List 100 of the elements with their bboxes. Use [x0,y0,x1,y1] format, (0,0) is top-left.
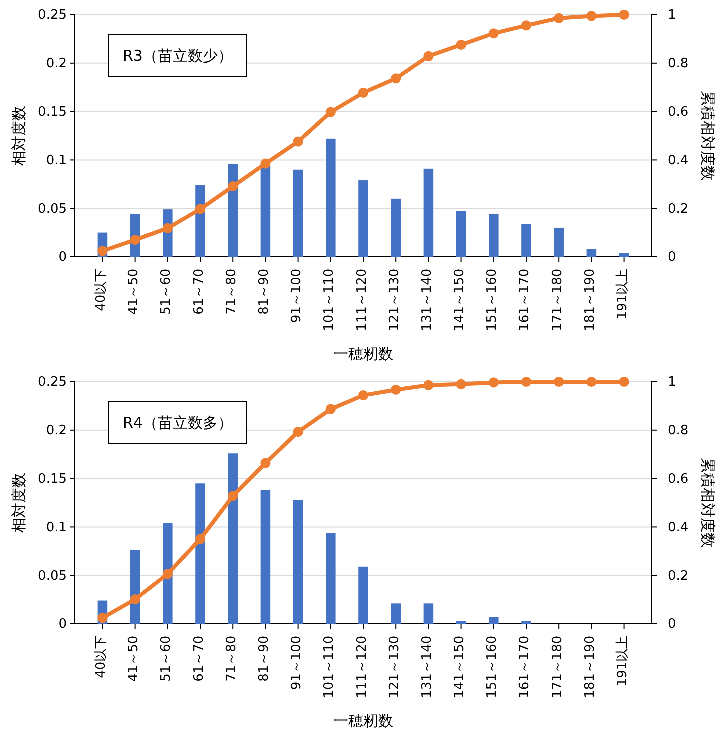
y2-axis-title: 累積相対度数 [699,458,717,548]
point [326,404,336,414]
y2-tick-label: 0.6 [668,472,689,487]
point [195,534,206,544]
y2-tick-label: 0.8 [668,424,689,439]
x-tick-label: 151～160 [485,636,500,698]
y2-tick-label: 0.4 [668,520,689,536]
point [98,613,108,624]
x-tick-label: 171～180 [550,268,566,332]
x-tick-label: 111～120 [354,636,370,698]
x-tick-label: 91～100 [290,636,305,690]
point [586,376,597,388]
y2-tick-label: 0.2 [668,568,689,584]
point [586,11,597,22]
point [130,594,140,605]
y-tick-label: 0 [58,617,67,632]
y-tick-label: 0.25 [38,8,67,24]
point [358,390,369,401]
y-tick-label: 0.15 [38,472,67,487]
y-tick-label: 0.2 [46,424,67,439]
x-tick-label: 81～90 [256,636,272,682]
x-axis-title: 一穂籾数 [334,345,394,363]
y-tick-label: 0.05 [38,568,67,584]
y2-axis-title: 累積相対度数 [699,91,717,181]
x-tick-label: 181～190 [582,636,598,698]
bar [391,198,401,257]
bar [228,454,238,624]
bar [391,604,401,624]
x-tick-label: 191以上 [616,636,631,687]
y2-tick-label: 0 [668,250,676,266]
bar [293,170,304,257]
point [521,376,532,388]
point [228,182,238,192]
bar [358,180,368,257]
bar [424,168,434,257]
point [619,10,630,20]
x-tick-label: 141～150 [452,268,468,332]
x-tick-label: 191以上 [616,268,631,320]
bar [424,604,434,624]
x-tick-label: 51～60 [159,636,174,682]
point [228,491,238,502]
bar [554,228,564,257]
point [260,458,271,468]
bar [260,490,271,624]
x-tick-label: 40以下 [94,636,109,678]
y-tick-label: 0.1 [46,153,67,168]
y-tick-label: 0.2 [46,56,67,72]
text: R4（苗立数多） [123,414,233,432]
x-tick-label: 181～190 [582,268,598,332]
point [195,204,206,214]
x-axis-title: 一穂籾数 [334,712,394,730]
x-tick-label: 171～180 [550,636,566,698]
bar [586,249,597,257]
y-axis-title: 相対度数 [10,473,28,533]
point [521,20,532,31]
y2-tick-label: 0.4 [668,153,689,168]
x-tick-label: 41～50 [126,636,142,682]
point [424,380,434,390]
point [456,40,466,50]
x-tick-label: 81～90 [256,268,272,315]
x-tick-label: 131～140 [420,268,435,332]
point [162,223,173,234]
y2-tick-label: 0.6 [668,104,689,120]
x-tick-label: 161～170 [518,636,533,698]
x-tick-label: 111～120 [354,268,370,332]
x-tick-label: 131～140 [420,636,435,698]
point [326,107,336,118]
y-tick-label: 0 [58,250,67,266]
y2-tick-label: 1 [668,8,676,24]
bar [163,523,173,624]
bar [326,533,336,624]
point [488,378,499,388]
point [456,379,466,390]
bar [196,484,206,624]
bar [358,566,368,624]
x-tick-label: 101～110 [322,268,338,332]
point [424,51,434,62]
x-tick-label: 121～130 [387,636,402,698]
bar [326,138,336,257]
x-tick-label: 161～170 [518,268,533,332]
x-tick-label: 61～70 [192,636,207,682]
point [293,427,304,438]
x-tick-label: 121～130 [387,268,402,332]
point [391,384,402,396]
y2-tick-label: 0 [668,617,676,632]
bar [228,164,238,257]
text: R3（苗立数少） [123,47,233,65]
y-tick-label: 0.25 [38,375,67,390]
point [554,13,564,24]
point [98,246,108,256]
point [554,376,564,388]
point [260,158,271,169]
point [293,136,304,147]
y-tick-label: 0.15 [38,104,67,120]
x-tick-label: 51～60 [159,268,174,315]
x-tick-label: 61～70 [192,268,207,315]
point [488,28,499,39]
y2-tick-label: 1 [668,375,676,390]
bar [619,253,630,257]
bar [293,500,304,624]
